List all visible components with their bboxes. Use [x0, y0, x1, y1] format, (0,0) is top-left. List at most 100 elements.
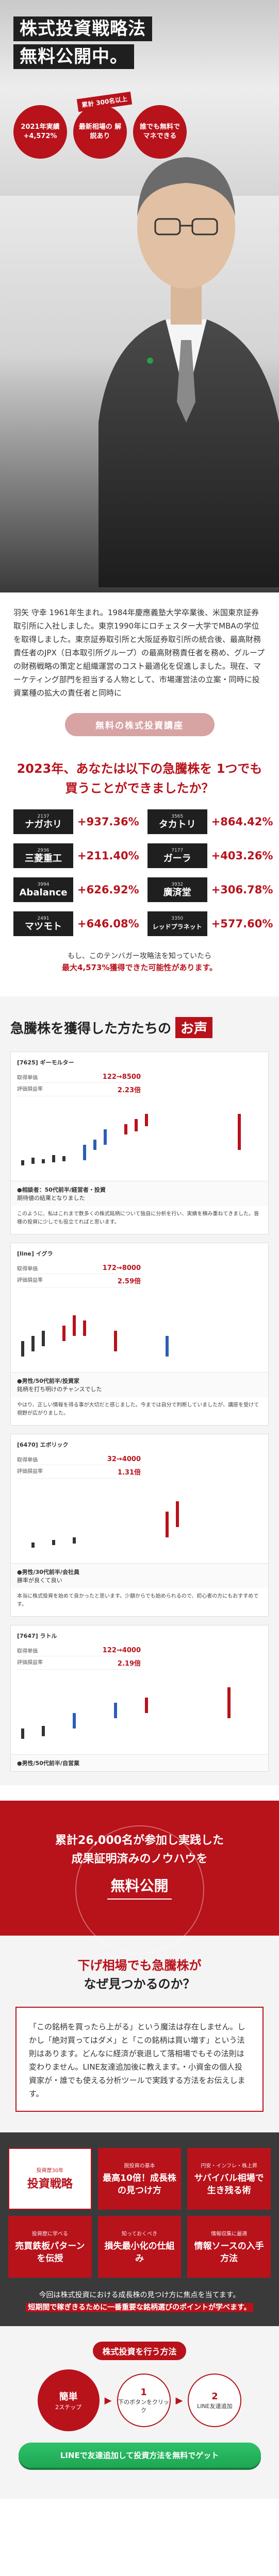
strategy-card-title: 投資戦略 [27, 2177, 73, 2191]
steps-row: 簡単 2ステップ ▶ 1 下のボタンをクリック ▶ 2 LINE友達追加 [13, 2369, 266, 2431]
testimonial-text: 本当に株式投資を始めて良かったと思います。少額からでも始められるので、初心者の方… [17, 1594, 259, 1607]
step-2: 2 LINE友達追加 [188, 2374, 242, 2427]
hero-badge-results: 2021年実績 +4,572% [13, 105, 67, 159]
trade-code: [7647] ラトル [17, 1633, 57, 1639]
strategy-grid: 投資歴30年 投資戦略 脱投資の基本 最高10倍！成長株の見つけ方 円安・インフレ・… [8, 2148, 271, 2278]
stock-label: Abalance [19, 887, 68, 898]
trade-code: [line] イグラ [17, 1250, 53, 1257]
stock-code: 7177 [171, 848, 184, 853]
question-title: 2023年、あなたは以下の急騰株を 1つでも買うことができましたか？ [17, 761, 262, 795]
trade-row: 取得単価 122→8500 [17, 1072, 141, 1083]
profile-text: 羽矢 守幸 1961年生まれ。1984年慶應義塾大学卒業後、米国東京証券取引所に… [13, 608, 265, 698]
testimonials-heading-badge: お声 [175, 1017, 213, 1038]
trade-row: 取得単価 172→8000 [17, 1263, 141, 1274]
trade-row: 取得単価 32→4000 [17, 1454, 141, 1465]
trade-row: 評価損益率 2.19倍 [17, 1656, 141, 1670]
trade-code: [6470] エボリック [17, 1442, 69, 1448]
line-add-friend-button[interactable]: LINEで友達追加して投資方法を無料でゲット [18, 2443, 261, 2468]
strategy-note-b: 短期間で稼ぎきるために一番重要な銘柄選びのポイントが学べます。 [26, 2303, 253, 2312]
steps-section: 株式投資を行う方法 簡単 2ステップ ▶ 1 下のボタンをクリック ▶ 2 LINE友… [0, 2326, 279, 2478]
trade-rows: 取得単価 122→4000 評価損益率 2.19倍 [17, 1645, 141, 1670]
trade-row-key: 評価損益率 [17, 1660, 43, 1666]
profile: 羽矢 守幸 1961年生まれ。1984年慶應義塾大学卒業後、米国東京証券取引所に… [0, 592, 279, 747]
arrow-right-icon: ▶ [104, 2395, 112, 2406]
strategy-card: 情報収集に最適 情報ソースの入手方法 [187, 2216, 271, 2278]
testimonial-subtitle: 銘柄を打ち明けのチャンスでした [17, 1386, 102, 1393]
stock-name: 2137 ナガホリ [13, 809, 73, 834]
testimonial-subtitle: 期待値の結果となりました [17, 1195, 85, 1201]
trade-row-key: 評価損益率 [17, 1087, 43, 1092]
stock-label: マツモト [25, 921, 62, 932]
testimonial-text: このように、私はこれまで数多くの株式銘柄について独自に分析を行い、実績を積み重ね… [17, 1211, 259, 1225]
stock-item: 2491 マツモト +646.08% [13, 911, 139, 936]
trade-row: 取得単価 122→4000 [17, 1645, 141, 1656]
stock-name: 3994 Abalance [13, 877, 73, 902]
big-statement: 累計26,000名が参加し実践した 成果証明済みのノウハウを 無料公開 [0, 1801, 279, 1954]
why-box: 「この銘柄を買ったら上がる」という魔法は存在しません。しかし「絶対買ってはダメ」… [15, 2007, 264, 2112]
strategy-card-small: 投資歴に学べる [31, 2231, 68, 2237]
stock-label: レッドプラネット [152, 923, 202, 930]
trade-row-value: 122→8500 [102, 1073, 141, 1081]
trade-row-value: 2.59倍 [117, 1278, 141, 1285]
hero-badges: 2021年実績 +4,572% 最新相場の 解説あり 誰でも無料で マネできる [13, 105, 266, 159]
testimonial-author: ●男性/30代前半/会社員 [17, 1569, 79, 1575]
strategy-card-title: サバイバル相場で生き残る術 [194, 2173, 264, 2196]
stock-gain: +306.78% [211, 884, 273, 896]
stock-code: 2936 [37, 848, 50, 853]
big-line-3: 無料公開 [107, 1874, 172, 1900]
trade-row-key: 取得単価 [17, 1649, 38, 1654]
step-label: LINE友達追加 [197, 2402, 233, 2410]
step-1: 1 下のボタンをクリック [117, 2374, 171, 2427]
strategy-card-small: 知っておくべき [121, 2231, 158, 2237]
question-note-prefix: もし、このテンバガー攻略法を知っていたら [67, 952, 212, 960]
testimonial-card: [line] イグラ 取得単価 172→8000 評価損益率 2.59倍 ●男性/5… [10, 1243, 269, 1426]
step-label: 下のボタンをクリック [118, 2398, 169, 2414]
stock-grid: 2137 ナガホリ +937.36% 3565 タカトリ +864.42% 2936 三菱… [13, 809, 273, 936]
hero-title-line-1: 株式投資戦略法 [13, 16, 152, 41]
stock-item: 3350 レッドプラネット +577.60% [147, 911, 273, 936]
stock-gain: +403.26% [211, 850, 273, 862]
decor-ring [75, 1825, 204, 1954]
question-note: もし、このテンバガー攻略法を知っていたら 最大4,573%獲得できた可能性があり… [13, 951, 266, 974]
hero: 株式投資戦略法 無料公開中。 累計 300名以上 2021年実績 +4,572%… [0, 0, 279, 592]
strategy-card: 円安・インフレ・株上昇 サバイバル相場で生き残る術 [187, 2148, 271, 2210]
stock-gain: +211.40% [77, 850, 139, 862]
stock-gain: +937.36% [77, 816, 139, 828]
stock-item: 2137 ナガホリ +937.36% [13, 809, 139, 834]
stock-item: 2936 三菱重工 +211.40% [13, 843, 139, 868]
page: 株式投資戦略法 無料公開中。 累計 300名以上 2021年実績 +4,572%… [0, 0, 279, 2499]
stock-label: ナガホリ [25, 819, 62, 830]
trade-row-key: 取得単価 [17, 1266, 38, 1272]
candlestick-chart [21, 1687, 231, 1739]
stock-label: 廣済堂 [163, 887, 191, 898]
why-section: 下げ相場でも急騰株が なぜ見つかるのか？ 「この銘柄を買ったら上がる」という魔法… [0, 1936, 279, 2132]
testimonial-subtitle: 勝率が良くて良い [17, 1577, 62, 1584]
footer-bar [0, 2478, 279, 2499]
stock-code: 3350 [171, 916, 184, 921]
why-title: 下げ相場でも急騰株が なぜ見つかるのか？ [15, 1956, 264, 1993]
arrow-right-icon: ▶ [175, 2395, 183, 2406]
trade-row-value: 32→4000 [107, 1455, 141, 1463]
step-number: 1 [140, 2386, 147, 2398]
trade-row-key: 取得単価 [17, 1458, 38, 1463]
step-number: 2 [211, 2391, 218, 2402]
hero-top: 株式投資戦略法 無料公開中。 累計 300名以上 2021年実績 +4,572%… [0, 0, 279, 196]
trade-rows: 取得単価 32→4000 評価損益率 1.31倍 [17, 1454, 141, 1479]
step-number: 簡単 [59, 2392, 78, 2402]
trade-row: 評価損益率 2.59倍 [17, 1274, 141, 1287]
step-intro: 簡単 2ステップ [37, 2369, 100, 2431]
testimonial-meta: ●男性/30代前半/会社員 勝率が良くて良い [11, 1563, 268, 1588]
strategy-note-a: 今回は株式投資における成長株の見つけ方に焦点を当てます。 [39, 2291, 240, 2299]
trade-row-value: 1.31倍 [117, 1469, 141, 1477]
question-note-highlight: 最大4,573%獲得できた可能性があります。 [62, 963, 217, 972]
trade-row-key: 評価損益率 [17, 1469, 43, 1475]
trade-row-value: 2.23倍 [117, 1087, 141, 1094]
strategy-card-title: 損失最小化の仕組み [104, 2241, 175, 2264]
strategy-card-small: 投資歴30年 [36, 2167, 64, 2174]
strategy-card-title: 情報ソースの入手方法 [194, 2241, 264, 2264]
testimonial-card: [6470] エボリック 取得単価 32→4000 評価損益率 1.31倍 ●男性/… [10, 1434, 269, 1617]
stock-item: 7177 ガーラ +403.26% [147, 843, 273, 868]
step-label: 2ステップ [55, 2404, 82, 2411]
why-title-b: なぜ見つかるのか？ [84, 1977, 195, 1991]
trade-rows: 取得単価 172→8000 評価損益率 2.59倍 [17, 1263, 141, 1287]
